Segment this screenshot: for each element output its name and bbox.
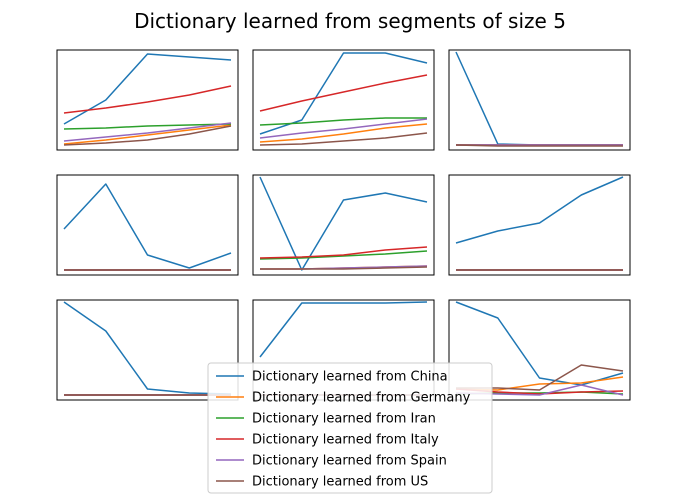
legend-item-5: Dictionary learned from Spain (216, 454, 447, 469)
legend: Dictionary learned from China Dictionary … (207, 362, 493, 494)
panel-1-series-line-1 (63, 53, 232, 125)
legend-label-5: Dictionary learned from Spain (252, 454, 447, 469)
panel-2 (252, 49, 435, 151)
legend-item-2: Dictionary learned from Germany (216, 391, 471, 406)
panel-7 (56, 299, 239, 401)
panel-2-series-line-6 (259, 132, 428, 146)
legend-label-1: Dictionary learned from China (252, 370, 448, 385)
panel-9-frame (448, 299, 631, 401)
chart-title: Dictionary learned from segments of size… (134, 9, 566, 33)
legend-item-4: Dictionary learned from Italy (216, 433, 439, 448)
panel-2-series-line-2 (259, 123, 428, 143)
panel-1-frame (56, 49, 239, 151)
legend-item-6: Dictionary learned from US (216, 475, 428, 490)
legend-label-6: Dictionary learned from US (252, 475, 428, 490)
panel-2-series-line-1 (259, 52, 428, 135)
panel-1-series-line-3 (63, 123, 232, 130)
panel-2-series-line-5 (259, 118, 428, 139)
legend-box (207, 362, 493, 494)
panel-2-frame (252, 49, 435, 151)
panel-3 (448, 49, 631, 151)
panel-6-series-line-1 (455, 176, 624, 244)
panel-1-series-line-4 (63, 85, 232, 114)
legend-label-2: Dictionary learned from Germany (252, 391, 471, 406)
panel-5 (252, 174, 435, 276)
panel-7-series-line-1 (63, 301, 232, 395)
panel-4-frame (56, 174, 239, 276)
panel-5-series-line-6 (260, 266, 428, 270)
panel-5-series-line-1 (259, 176, 428, 271)
panel-6 (448, 174, 631, 276)
panel-2-series-line-4 (259, 74, 428, 112)
panel-5-series-line-4 (259, 246, 428, 259)
panel-1-series-line-5 (63, 122, 232, 142)
legend-item-3: Dictionary learned from Iran (216, 412, 436, 427)
panel-8-series-line-1 (259, 301, 428, 358)
panel-3-frame (448, 49, 631, 151)
panel-1 (56, 49, 239, 151)
legend-item-1: Dictionary learned from China (216, 370, 448, 385)
panel-2-series-line-3 (259, 117, 427, 126)
panel-5-frame (252, 174, 435, 276)
panel-3-series-line-6 (455, 144, 623, 147)
panel-1-series-line-2 (63, 124, 232, 145)
panel-4 (56, 174, 239, 276)
legend-label-3: Dictionary learned from Iran (252, 412, 436, 427)
panel-4-series-line-1 (63, 183, 232, 269)
panel-6-frame (448, 174, 631, 276)
panel-7-frame (56, 299, 239, 401)
legend-label-4: Dictionary learned from Italy (252, 433, 439, 448)
panel-5-series-line-3 (259, 250, 428, 260)
panel-1-series-line-6 (63, 125, 232, 146)
